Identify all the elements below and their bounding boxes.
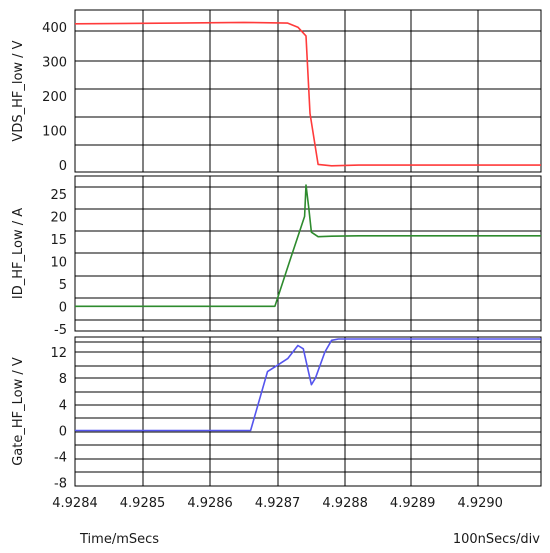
x-tick-label: 4.9287 bbox=[255, 496, 301, 511]
x-tick-label: 4.9289 bbox=[390, 496, 436, 511]
x-axis-label: Time/mSecs bbox=[79, 532, 159, 547]
y-tick-label: 12 bbox=[50, 346, 67, 361]
x-tick-label: 4.9284 bbox=[52, 496, 98, 511]
time-per-div-label: 100nSecs/div bbox=[453, 532, 540, 547]
y-tick-label: -8 bbox=[54, 477, 67, 492]
y-axis-label: VDS_HF_low / V bbox=[11, 40, 26, 141]
chart-panel-3: -8 -4 0 4 8 12 Gate_HF_Low / V bbox=[11, 336, 542, 492]
y-tick-label: 25 bbox=[50, 188, 67, 203]
x-tick-label: 4.9290 bbox=[457, 496, 503, 511]
y-tick-label: 15 bbox=[50, 233, 67, 248]
plot-area bbox=[74, 9, 542, 173]
y-tick-label: 4 bbox=[59, 398, 67, 413]
y-tick-label: 10 bbox=[50, 255, 67, 270]
y-tick-label: 400 bbox=[42, 21, 67, 36]
x-tick-label: 4.9288 bbox=[322, 496, 368, 511]
y-tick-label: 20 bbox=[50, 210, 67, 225]
y-tick-label: -5 bbox=[54, 323, 67, 338]
y-tick-label: 0 bbox=[59, 300, 67, 315]
series-line bbox=[75, 184, 541, 308]
x-tick-label: 4.9286 bbox=[187, 496, 233, 511]
y-tick-label: -4 bbox=[54, 451, 67, 466]
y-tick-label: 300 bbox=[42, 56, 67, 71]
y-tick-label: 8 bbox=[59, 372, 67, 387]
plot-area bbox=[74, 336, 542, 487]
y-axis-label: ID_HF_Low / A bbox=[11, 208, 26, 299]
y-tick-label: 100 bbox=[42, 125, 67, 140]
series-line bbox=[75, 338, 541, 432]
x-tick-label: 4.9285 bbox=[120, 496, 166, 511]
y-tick-label: 0 bbox=[59, 424, 67, 439]
y-axis-label: Gate_HF_Low / V bbox=[11, 357, 26, 466]
chart-panel-1: 0 100 200 300 400 VDS_HF_low / V bbox=[11, 9, 542, 174]
chart-panel-2: -5 0 5 10 15 20 25 ID_HF_Low / A bbox=[11, 175, 542, 338]
y-tick-label: 200 bbox=[42, 90, 67, 105]
y-tick-label: 5 bbox=[59, 278, 67, 293]
y-tick-label: 0 bbox=[59, 159, 67, 174]
series-line bbox=[74, 21, 541, 167]
